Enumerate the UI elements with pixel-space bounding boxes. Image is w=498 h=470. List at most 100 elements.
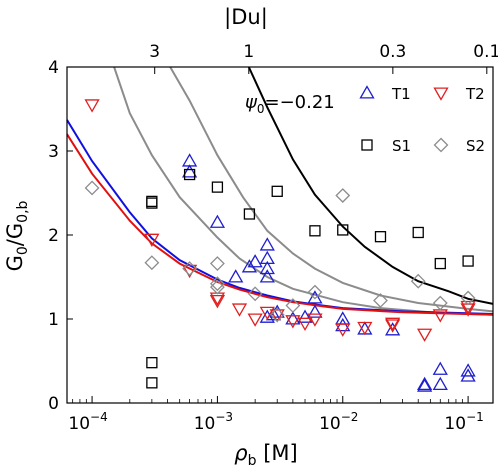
top-tick-label: 0.3: [379, 42, 406, 62]
point-s1: [146, 197, 158, 209]
point-t2: [297, 317, 313, 332]
point-s2: [209, 256, 225, 271]
point-t2: [144, 233, 160, 248]
y-label-sub1: 0: [15, 246, 31, 255]
point-s1: [146, 357, 158, 369]
point-t2: [209, 294, 226, 309]
point-s1: [211, 181, 224, 193]
x-label-sub: b: [248, 453, 257, 469]
x-tick-label: 10−4: [68, 410, 107, 434]
point-s1: [412, 226, 424, 239]
top-axis-label: |Du|: [224, 5, 268, 30]
point-t2: [285, 315, 301, 329]
y-tick-label: 2: [48, 226, 59, 246]
legend-label-t1: T1: [391, 85, 411, 103]
point-t2: [259, 306, 275, 321]
point-t2: [335, 323, 351, 337]
psi-symbol: ψ: [245, 92, 258, 113]
point-t2: [357, 321, 373, 336]
point-s1: [434, 257, 446, 270]
psi-annotation: ψ0=−0.21: [245, 92, 335, 116]
point-t1: [335, 317, 351, 332]
point-t1: [357, 321, 373, 335]
psi-value: =−0.21: [265, 92, 335, 113]
y-label-sub2: 0,b: [15, 200, 31, 222]
legend-marker-s2: [433, 137, 449, 153]
point-t1: [432, 376, 448, 391]
point-t1: [307, 304, 323, 318]
y-tick-label: 3: [48, 142, 59, 162]
point-t2: [269, 309, 285, 323]
legend-label-s2: S2: [466, 137, 485, 155]
point-t2: [307, 313, 323, 327]
point-s2: [209, 276, 225, 292]
point-s1: [337, 224, 349, 236]
point-t1: [181, 164, 198, 178]
axis-ticks: 0 1 2 3 4 10−4 10−3 10−2 10−1 3 1 0.3 0.1: [48, 42, 498, 434]
legend-label-t2: T2: [465, 85, 485, 103]
point-t2: [385, 319, 401, 333]
point-t1: [228, 269, 244, 283]
point-t2: [385, 317, 401, 332]
point-t1: [259, 260, 275, 275]
y-axis-label: G0/G0,b: [3, 200, 31, 271]
point-t2: [417, 328, 433, 342]
legend-marker-t1: [359, 85, 375, 99]
point-t1: [460, 363, 476, 377]
point-s2: [247, 286, 263, 302]
point-t1: [432, 361, 448, 375]
point-s1: [309, 225, 321, 237]
point-s2: [373, 293, 388, 308]
top-tick-label: 3: [149, 42, 160, 62]
model-curve-1: [247, 66, 494, 305]
y-label-mid: /G: [3, 223, 27, 246]
point-s2: [432, 295, 448, 311]
point-s2: [209, 279, 225, 295]
x-tick-label: 10−1: [444, 410, 483, 434]
point-t2: [460, 300, 476, 315]
model-curve-5: [66, 133, 494, 316]
top-tick-label: 1: [243, 42, 254, 62]
model-curve-2: [169, 66, 494, 313]
point-s2: [84, 180, 100, 196]
x-tick-label: 10−2: [319, 410, 358, 434]
psi-subscript: 0: [257, 102, 265, 116]
point-t1: [385, 322, 401, 336]
point-s2: [269, 307, 285, 323]
point-t1: [460, 368, 476, 382]
point-s1: [271, 185, 283, 197]
point-t1: [307, 290, 323, 304]
point-s2: [144, 255, 160, 271]
point-t1: [259, 269, 275, 283]
legend-marker-s1: [361, 139, 373, 151]
point-t1: [285, 311, 301, 325]
legend-label-s1: S1: [392, 137, 411, 155]
point-s2: [307, 284, 323, 300]
legend-marker-t2: [433, 87, 449, 101]
x-tick-label: 10−3: [194, 410, 233, 434]
point-t2: [231, 303, 248, 317]
point-s1: [374, 231, 387, 243]
point-s1: [243, 208, 256, 220]
point-s2: [460, 290, 476, 306]
point-t2: [84, 99, 100, 113]
point-s2: [182, 261, 198, 277]
x-axis-label: ρb [M]: [234, 441, 297, 469]
point-s1: [183, 168, 196, 181]
x-label-unit: [M]: [257, 441, 298, 465]
point-t1: [259, 237, 275, 251]
point-t2: [247, 313, 263, 327]
y-tick-label: 1: [48, 310, 59, 330]
point-t1: [247, 254, 263, 268]
point-s1: [462, 255, 474, 267]
point-s2: [335, 188, 351, 203]
data-points: [84, 99, 476, 392]
y-label-g: G: [3, 255, 27, 271]
y-tick-label: 4: [48, 58, 59, 78]
y-tick-label: 0: [48, 394, 59, 414]
legend: T1 T2 S1 S2: [359, 85, 485, 155]
top-tick-label: 0.1: [473, 42, 498, 62]
point-s2: [410, 273, 426, 289]
